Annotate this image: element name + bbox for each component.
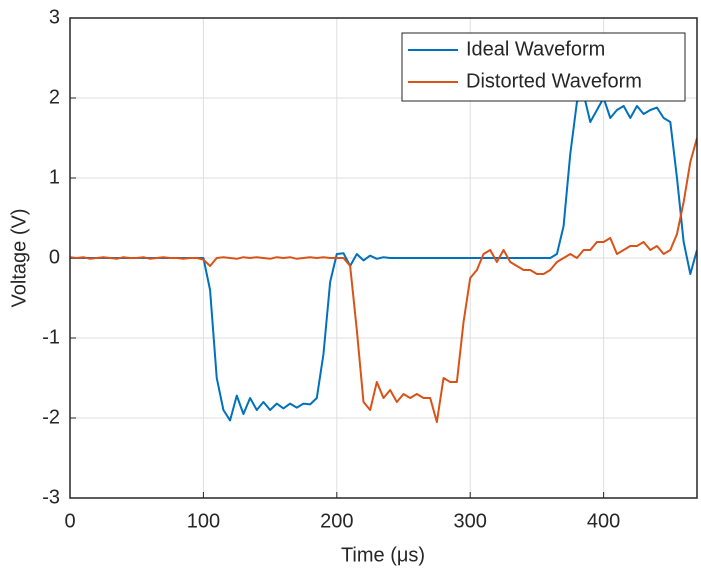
legend-box <box>401 32 686 102</box>
y-tick-label: 0 <box>49 246 60 268</box>
legend-label: Ideal Waveform <box>466 38 605 60</box>
legend: Ideal Waveform Distorted Waveform <box>401 32 686 102</box>
data-line <box>70 137 697 423</box>
x-tick-label: 100 <box>187 510 220 532</box>
y-tick-label: 1 <box>49 166 60 188</box>
x-tick-label: 300 <box>454 510 487 532</box>
x-tick-label: 400 <box>587 510 620 532</box>
y-tick-label: -1 <box>42 326 60 348</box>
y-tick-label: 2 <box>49 86 60 108</box>
legend-label: Distorted Waveform <box>466 70 642 92</box>
x-tick-label: 0 <box>64 510 75 532</box>
axes-box <box>69 17 698 499</box>
y-axis-label: Voltage (V) <box>8 209 30 308</box>
x-axis-label: Time (μs) <box>341 544 425 566</box>
y-tick-label: 3 <box>49 6 60 28</box>
y-tick-label: -2 <box>42 406 60 428</box>
y-tick-label: -3 <box>42 486 60 508</box>
x-tick-label: 200 <box>320 510 353 532</box>
